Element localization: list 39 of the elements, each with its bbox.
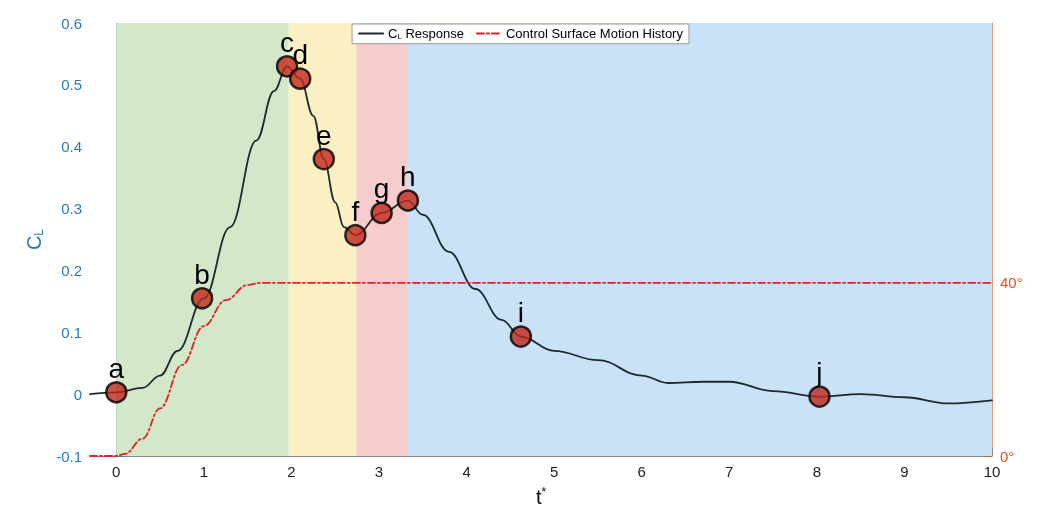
y-tick-label: 0.1 — [61, 323, 82, 341]
annotation: h — [400, 161, 416, 193]
point — [105, 381, 128, 404]
y-tick-label: 0.5 — [61, 76, 82, 94]
x-axis-title: t* — [535, 485, 547, 508]
annotation: d — [292, 39, 308, 71]
point — [312, 147, 336, 171]
y2-tick-label: 40° — [1000, 274, 1023, 292]
y-tick-label: 0.3 — [61, 200, 82, 218]
legend-label: Control Surface Motion History — [505, 26, 684, 41]
y-tick-label: 0.4 — [61, 138, 82, 156]
point — [509, 325, 533, 348]
x-tick-label: 5 — [549, 463, 559, 480]
point — [190, 287, 214, 310]
x-tick-label: 3 — [374, 463, 384, 480]
x-tick-label: 10 — [983, 463, 1001, 480]
x-tick-label: 0 — [112, 463, 121, 480]
x-tick-label: 1 — [199, 463, 209, 480]
x-tick-label: 6 — [637, 463, 646, 480]
annotation: f — [351, 195, 360, 227]
y-tick-label: 0.6 — [61, 14, 82, 32]
y-axis-title: CL — [23, 228, 47, 251]
annotation: i — [517, 297, 524, 329]
point — [344, 223, 367, 247]
annotation: j — [815, 357, 823, 389]
y-tick-label: 0 — [73, 385, 82, 403]
x-tick-label: 2 — [287, 463, 296, 480]
x-tick-label: 8 — [812, 463, 822, 480]
point — [288, 67, 312, 90]
annotation: b — [194, 258, 210, 290]
annotation: a — [108, 352, 125, 384]
y2-tick-label: 0° — [1000, 447, 1015, 465]
y-tick-label: -0.1 — [56, 447, 82, 465]
x-tick-label: 9 — [900, 463, 909, 480]
annotation: g — [373, 173, 390, 205]
x-tick-label: 4 — [462, 463, 471, 480]
y-tick-label: 0.2 — [61, 261, 82, 279]
x-tick-label: 7 — [725, 463, 734, 480]
point — [396, 189, 420, 212]
